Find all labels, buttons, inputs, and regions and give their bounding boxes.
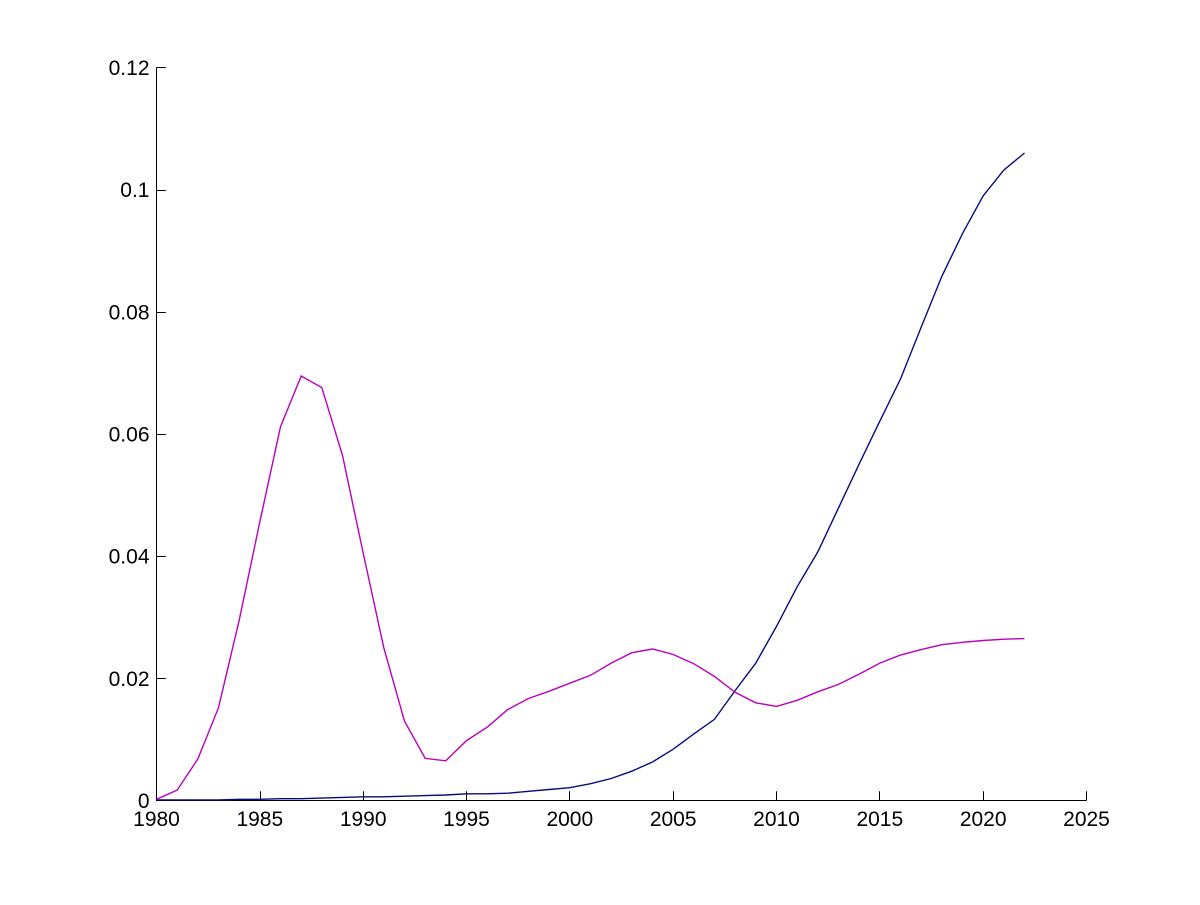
svg-text:0.08: 0.08 [109, 301, 150, 324]
svg-text:2000: 2000 [546, 808, 593, 831]
svg-text:0.06: 0.06 [109, 424, 150, 447]
svg-text:0: 0 [138, 790, 150, 813]
svg-text:0.02: 0.02 [109, 668, 150, 691]
svg-text:2025: 2025 [1063, 808, 1110, 831]
svg-text:0.04: 0.04 [109, 546, 150, 569]
svg-text:1990: 1990 [340, 808, 387, 831]
svg-text:0.1: 0.1 [120, 179, 149, 202]
svg-text:1980: 1980 [133, 808, 180, 831]
svg-text:1985: 1985 [236, 808, 283, 831]
svg-text:1995: 1995 [443, 808, 490, 831]
svg-text:2020: 2020 [960, 808, 1007, 831]
svg-text:2015: 2015 [856, 808, 903, 831]
svg-text:2005: 2005 [650, 808, 697, 831]
svg-text:2010: 2010 [753, 808, 800, 831]
svg-text:0.12: 0.12 [109, 57, 150, 80]
